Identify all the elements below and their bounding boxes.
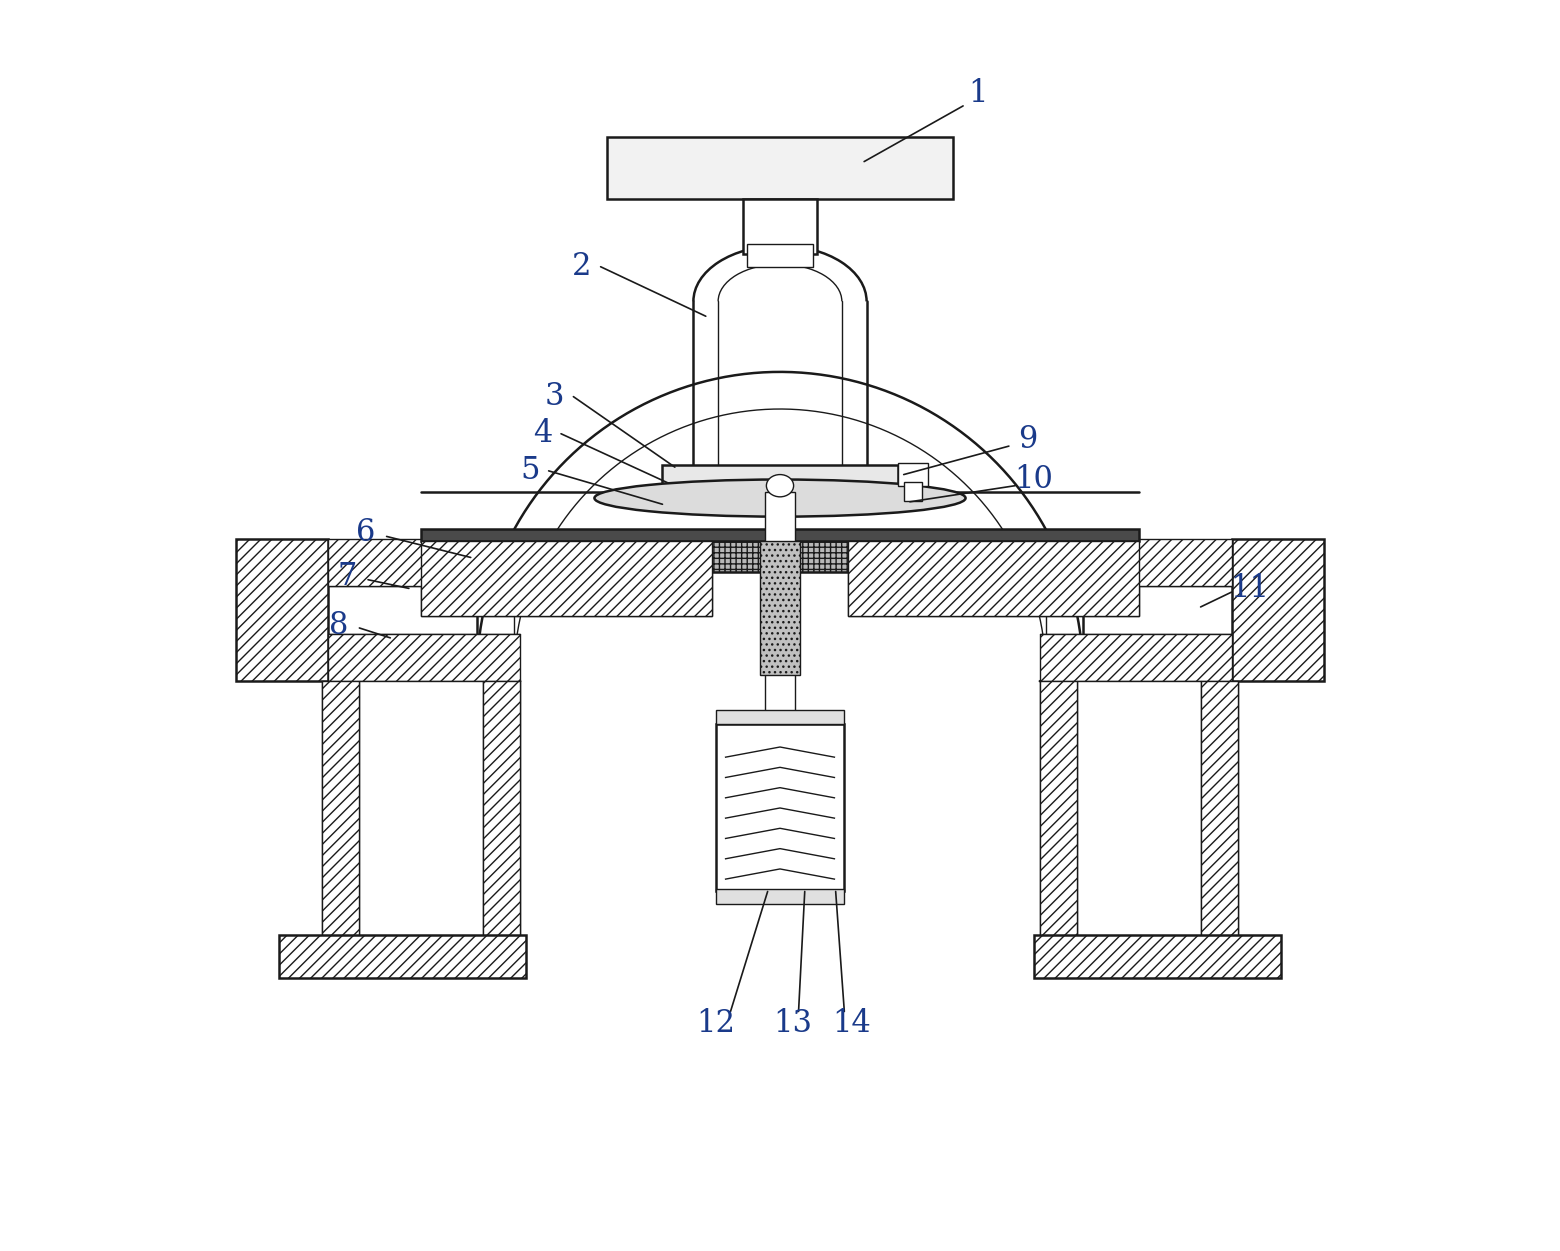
Text: 7: 7 xyxy=(337,560,357,592)
Bar xyxy=(484,682,519,953)
Bar xyxy=(329,539,519,585)
Bar xyxy=(1041,682,1076,953)
Bar xyxy=(421,542,711,615)
Bar xyxy=(359,682,484,953)
Text: 12: 12 xyxy=(696,1008,735,1040)
Text: 14: 14 xyxy=(833,1008,870,1040)
Ellipse shape xyxy=(766,474,794,497)
Text: 13: 13 xyxy=(772,1008,811,1040)
Bar xyxy=(329,634,519,682)
Bar xyxy=(903,482,922,500)
Text: 11: 11 xyxy=(1231,573,1270,604)
Bar xyxy=(716,724,844,892)
Bar xyxy=(1231,539,1324,682)
Bar xyxy=(716,709,844,724)
Bar xyxy=(323,682,519,953)
Bar xyxy=(421,542,711,615)
Bar xyxy=(1201,682,1237,953)
Text: 5: 5 xyxy=(521,455,540,487)
Text: 4: 4 xyxy=(534,418,552,449)
Text: 6: 6 xyxy=(356,517,376,548)
Bar xyxy=(236,539,329,682)
Bar xyxy=(279,934,526,978)
Ellipse shape xyxy=(594,479,966,517)
Text: 10: 10 xyxy=(1014,464,1053,495)
Bar xyxy=(323,682,359,953)
Bar xyxy=(849,542,1139,615)
Bar xyxy=(421,529,1139,542)
Bar xyxy=(421,542,1139,572)
Bar xyxy=(1041,539,1231,585)
Bar xyxy=(607,136,953,199)
Text: 2: 2 xyxy=(573,251,591,283)
Bar xyxy=(1034,934,1281,978)
Bar xyxy=(1076,682,1201,953)
Bar xyxy=(663,464,897,492)
Bar xyxy=(743,199,817,254)
Text: 8: 8 xyxy=(329,610,348,641)
Bar xyxy=(716,889,844,904)
Bar xyxy=(1041,634,1231,682)
Bar xyxy=(849,542,1139,615)
Bar xyxy=(760,542,800,676)
Bar xyxy=(747,244,813,266)
Text: 3: 3 xyxy=(544,382,565,412)
Text: 9: 9 xyxy=(1017,424,1037,455)
Bar xyxy=(897,463,928,485)
Bar xyxy=(764,492,796,848)
Bar xyxy=(1041,682,1237,953)
Text: 1: 1 xyxy=(969,78,987,109)
